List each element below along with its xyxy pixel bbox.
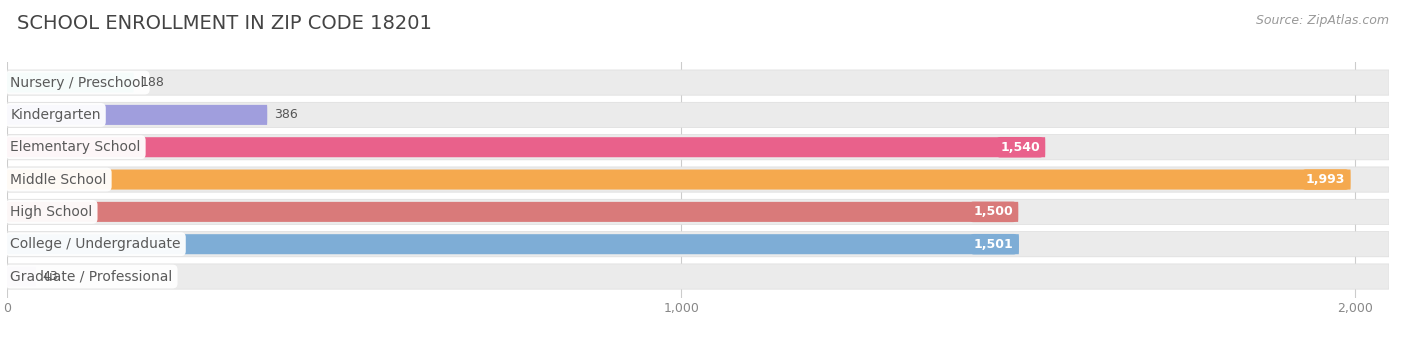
Text: 1,540: 1,540 [1000,141,1040,154]
FancyBboxPatch shape [7,102,1389,128]
Text: College / Undergraduate: College / Undergraduate [10,237,181,251]
Text: 1,500: 1,500 [973,206,1012,219]
FancyBboxPatch shape [7,135,1389,160]
Text: 188: 188 [141,76,165,89]
Text: SCHOOL ENROLLMENT IN ZIP CODE 18201: SCHOOL ENROLLMENT IN ZIP CODE 18201 [17,14,432,33]
Text: 1,501: 1,501 [974,238,1014,251]
FancyBboxPatch shape [7,202,1018,222]
FancyBboxPatch shape [7,264,1389,289]
FancyBboxPatch shape [7,266,37,287]
FancyBboxPatch shape [7,199,1389,224]
Text: 386: 386 [274,108,298,121]
Text: High School: High School [10,205,93,219]
FancyBboxPatch shape [7,170,1351,189]
Text: 1,993: 1,993 [1306,173,1346,186]
Text: Graduate / Professional: Graduate / Professional [10,269,173,284]
Text: Kindergarten: Kindergarten [10,108,101,122]
Text: Middle School: Middle School [10,173,107,186]
Text: 43: 43 [42,270,59,283]
Text: Source: ZipAtlas.com: Source: ZipAtlas.com [1256,14,1389,27]
FancyBboxPatch shape [7,232,1389,257]
FancyBboxPatch shape [7,167,1389,192]
FancyBboxPatch shape [7,73,134,93]
FancyBboxPatch shape [7,70,1389,95]
Text: Nursery / Preschool: Nursery / Preschool [10,76,145,90]
Text: Elementary School: Elementary School [10,140,141,154]
FancyBboxPatch shape [7,105,267,125]
FancyBboxPatch shape [7,234,1019,254]
FancyBboxPatch shape [7,137,1045,157]
